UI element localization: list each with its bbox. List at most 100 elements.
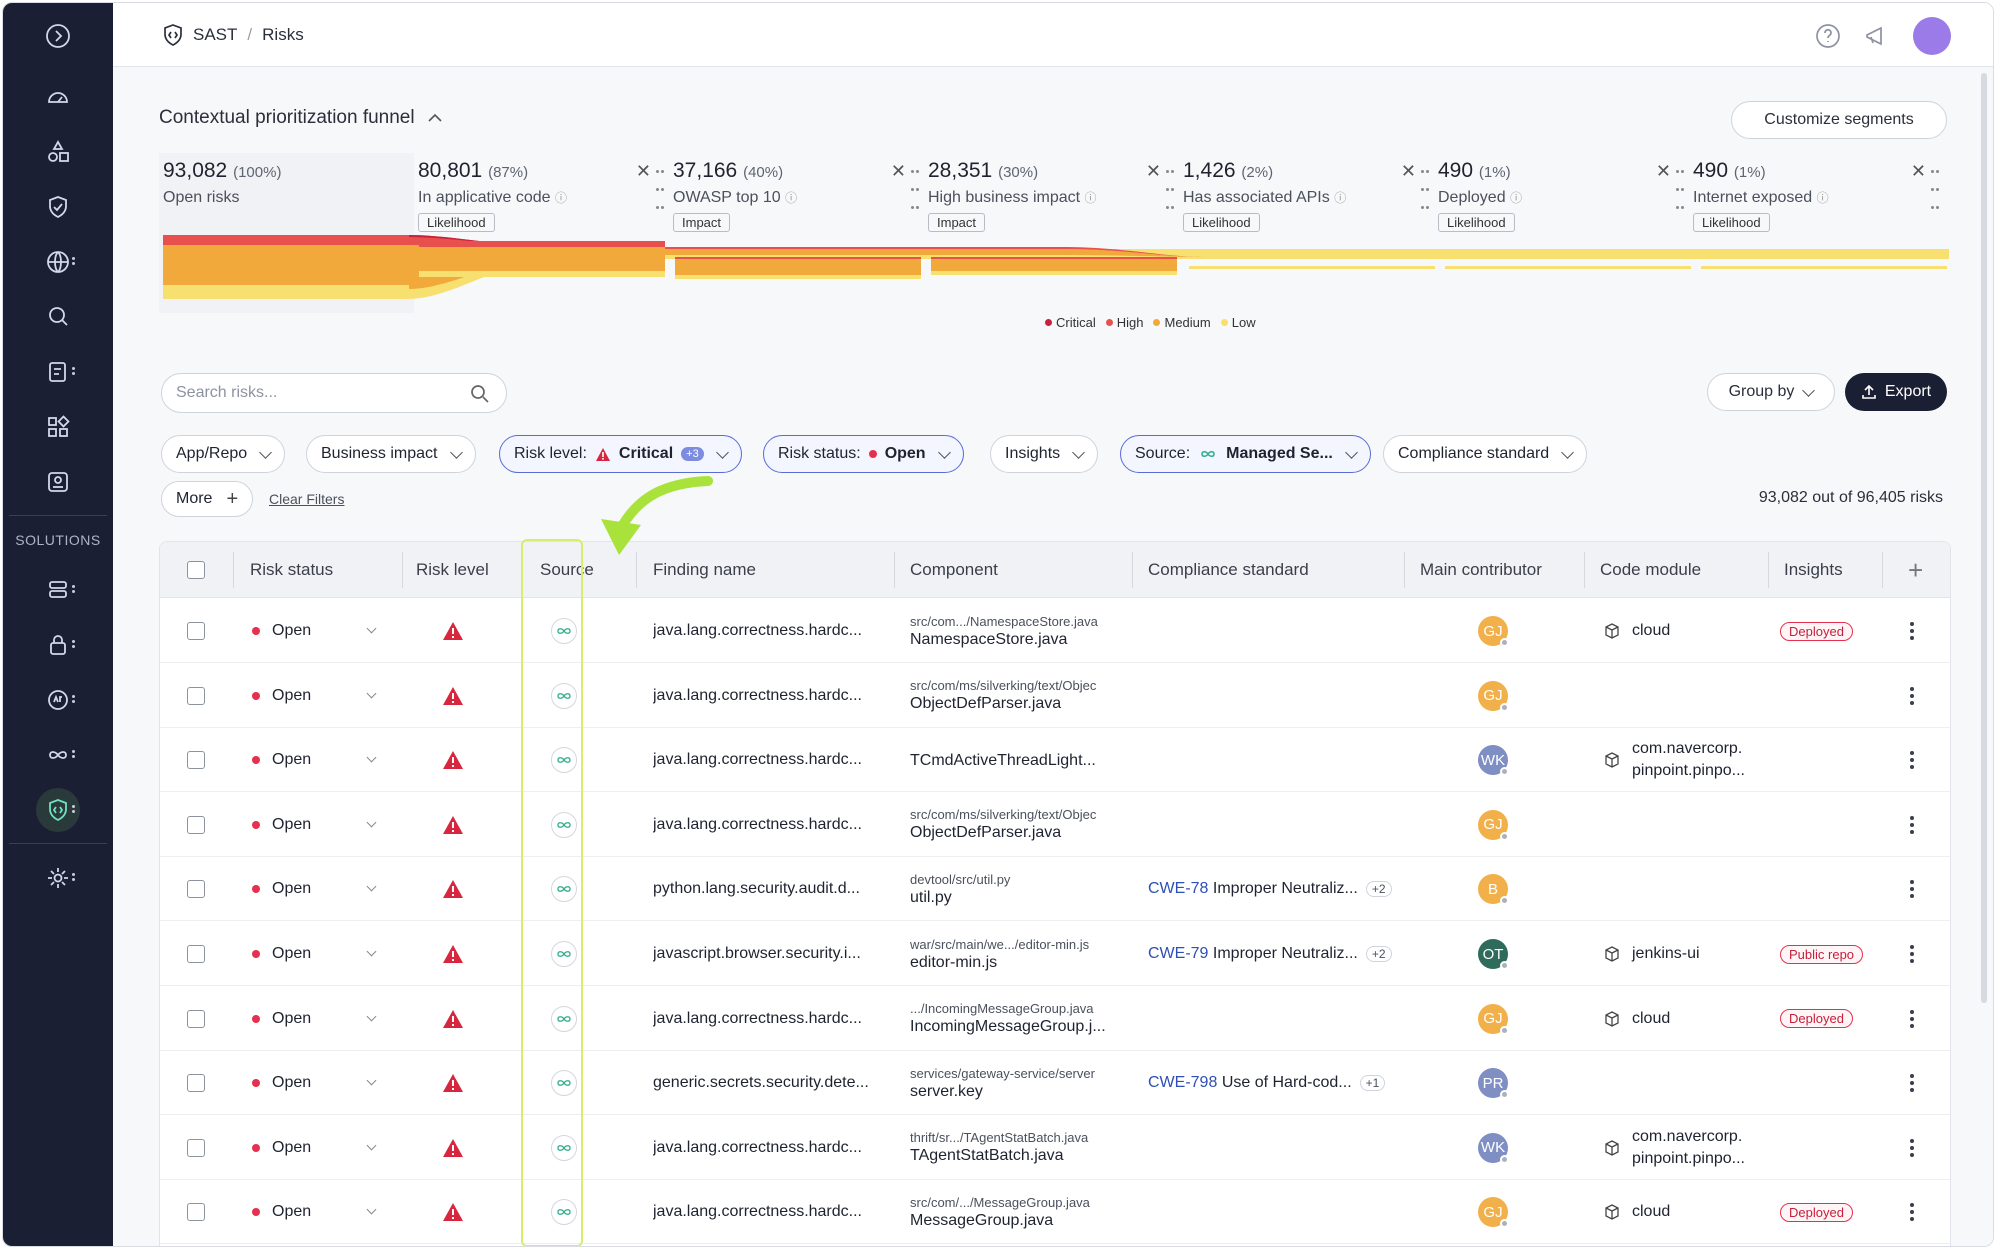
chevron-down-icon[interactable]	[366, 688, 377, 699]
drag-handle-icon[interactable]	[655, 161, 665, 215]
sidebar-item-infinity[interactable]	[3, 727, 113, 782]
customize-segments-button[interactable]: Customize segments	[1731, 101, 1947, 139]
sidebar-toggle-button[interactable]	[3, 3, 113, 69]
row-actions-icon[interactable]	[1910, 922, 1914, 986]
code-module-name[interactable]: cloud	[1632, 1203, 1671, 1221]
filter-insights[interactable]: Insights	[990, 435, 1099, 473]
risk-status-cell[interactable]: Open	[252, 857, 402, 921]
code-module-name[interactable]: com.navercorp.	[1632, 740, 1743, 758]
sidebar-item-shield[interactable]	[3, 179, 113, 234]
row-actions-icon[interactable]	[1910, 793, 1914, 857]
finding-name-cell[interactable]: java.lang.correctness.hardc...	[653, 686, 862, 704]
chevron-down-icon[interactable]	[366, 881, 377, 892]
managed-source-icon[interactable]	[551, 876, 577, 903]
row-checkbox[interactable]	[187, 1074, 205, 1093]
managed-source-icon[interactable]	[551, 747, 577, 774]
sidebar-item-dashboard[interactable]	[3, 69, 113, 124]
insight-badge[interactable]: Deployed	[1780, 1009, 1853, 1029]
info-icon[interactable]: ⓘ	[1510, 191, 1523, 205]
col-main-contributor[interactable]: Main contributor	[1420, 560, 1542, 579]
sidebar-item-search[interactable]	[3, 289, 113, 344]
row-actions-icon[interactable]	[1910, 1116, 1914, 1180]
contributor-avatar[interactable]: GJ	[1478, 616, 1509, 647]
insight-badge[interactable]: Public repo	[1780, 944, 1864, 964]
contributor-avatar[interactable]: WK	[1478, 1132, 1509, 1164]
table-row[interactable]: Open java.lang.correctness.hardc... .../In…	[160, 987, 1950, 1051]
managed-source-icon[interactable]	[551, 1199, 577, 1226]
row-checkbox[interactable]	[187, 622, 205, 640]
clear-filters-link[interactable]: Clear Filters	[269, 491, 345, 507]
contributor-avatar[interactable]: GJ	[1478, 809, 1509, 841]
managed-source-icon[interactable]	[551, 811, 577, 838]
chevron-down-icon[interactable]	[366, 623, 377, 634]
insight-badge[interactable]: Deployed	[1780, 621, 1853, 641]
row-actions-icon[interactable]	[1910, 1180, 1914, 1244]
table-row[interactable]: Open java.lang.correctness.hardc... src/co…	[160, 664, 1950, 728]
row-checkbox[interactable]	[187, 1203, 205, 1222]
component-cell[interactable]: src/com/.../MessageGroup.java MessageGrou…	[910, 1180, 1130, 1244]
drag-handle-icon[interactable]	[1675, 161, 1685, 215]
search-icon[interactable]	[470, 384, 490, 404]
chevron-down-icon[interactable]	[366, 946, 377, 957]
row-actions-icon[interactable]	[1910, 728, 1914, 792]
risk-status-cell[interactable]: Open	[252, 1116, 402, 1180]
close-icon[interactable]: ✕	[890, 161, 906, 181]
drag-handle-icon[interactable]	[1930, 161, 1940, 215]
table-row[interactable]: Open java.lang.correctness.hardc... thrift…	[160, 1116, 1950, 1180]
col-finding-name[interactable]: Finding name	[653, 560, 757, 579]
table-row[interactable]: Open generic.secrets.security.dete... serv…	[160, 1051, 1950, 1116]
row-actions-icon[interactable]	[1910, 857, 1914, 921]
col-code-module[interactable]: Code module	[1600, 560, 1702, 579]
component-cell[interactable]: war/src/main/we.../editor-min.js editor-m…	[910, 922, 1130, 986]
compliance-more-badge[interactable]: +2	[1365, 946, 1392, 962]
checkbox[interactable]	[187, 561, 205, 579]
code-module-name[interactable]: jenkins-ui	[1632, 945, 1700, 962]
component-cell[interactable]: services/gateway-service/server server.ke…	[910, 1051, 1130, 1115]
sidebar-item-globe[interactable]	[3, 234, 113, 289]
risk-status-cell[interactable]: Open	[252, 922, 402, 986]
funnel-segment[interactable]: 490 (1%) Deployed ⓘ Likelihood ✕	[1434, 153, 1689, 313]
sidebar-item-checklist[interactable]	[3, 344, 113, 399]
close-icon[interactable]: ✕	[635, 161, 651, 181]
sidebar-item-reports[interactable]	[3, 454, 113, 509]
risk-status-cell[interactable]: Open	[252, 793, 402, 857]
close-icon[interactable]: ✕	[1145, 161, 1161, 181]
more-filters-button[interactable]: More +	[161, 481, 254, 517]
sidebar-item-settings[interactable]	[3, 850, 113, 905]
breadcrumb-app[interactable]: SAST	[193, 24, 238, 44]
finding-name-cell[interactable]: java.lang.correctness.hardc...	[653, 1009, 862, 1027]
component-cell[interactable]: .../IncomingMessageGroup.java IncomingMes…	[910, 987, 1130, 1051]
managed-source-icon[interactable]	[551, 1134, 577, 1161]
funnel-segment[interactable]: 80,801 (87%) In applicative code ⓘ Likel…	[414, 153, 669, 313]
component-cell[interactable]: TCmdActiveThreadLight...	[910, 728, 1130, 792]
col-component[interactable]: Component	[910, 560, 998, 579]
code-module-name[interactable]: com.navercorp.	[1632, 1127, 1743, 1145]
table-row[interactable]: Open java.lang.correctness.hardc... src/co…	[160, 599, 1950, 663]
managed-source-icon[interactable]	[551, 618, 577, 644]
cwe-link[interactable]: CWE-78	[1148, 880, 1209, 898]
chevron-down-icon[interactable]	[366, 752, 377, 763]
help-icon[interactable]	[1815, 23, 1841, 49]
component-cell[interactable]: src/com/ms/silverking/text/Objec ObjectDe…	[910, 664, 1130, 728]
info-icon[interactable]: ⓘ	[554, 191, 567, 205]
finding-name-cell[interactable]: java.lang.correctness.hardc...	[653, 751, 862, 769]
code-module-name[interactable]: cloud	[1632, 1009, 1671, 1027]
filter-source[interactable]: Source: Managed Se...	[1120, 435, 1371, 473]
finding-name-cell[interactable]: java.lang.correctness.hardc...	[653, 1138, 862, 1156]
risk-status-cell[interactable]: Open	[252, 599, 402, 663]
row-checkbox[interactable]	[187, 945, 205, 963]
export-button[interactable]: Export	[1845, 373, 1947, 411]
sidebar-item-shapes[interactable]	[3, 124, 113, 179]
table-row[interactable]: Open java.lang.correctness.hardc... TCmdAc…	[160, 728, 1950, 793]
row-actions-icon[interactable]	[1910, 987, 1914, 1051]
info-icon[interactable]: ⓘ	[785, 191, 798, 205]
row-checkbox[interactable]	[187, 880, 205, 899]
contributor-avatar[interactable]: GJ	[1478, 1197, 1509, 1229]
compliance-more-badge[interactable]: +2	[1365, 881, 1392, 898]
table-row[interactable]: Open python.lang.security.audit.d... devto…	[160, 857, 1950, 922]
col-compliance[interactable]: Compliance standard	[1148, 560, 1309, 579]
row-checkbox[interactable]	[187, 1009, 205, 1028]
page-scrollbar[interactable]	[1981, 73, 1987, 1003]
component-cell[interactable]: src/com/ms/silverking/text/Objec ObjectDe…	[910, 793, 1130, 857]
code-module-name[interactable]: cloud	[1632, 622, 1671, 639]
